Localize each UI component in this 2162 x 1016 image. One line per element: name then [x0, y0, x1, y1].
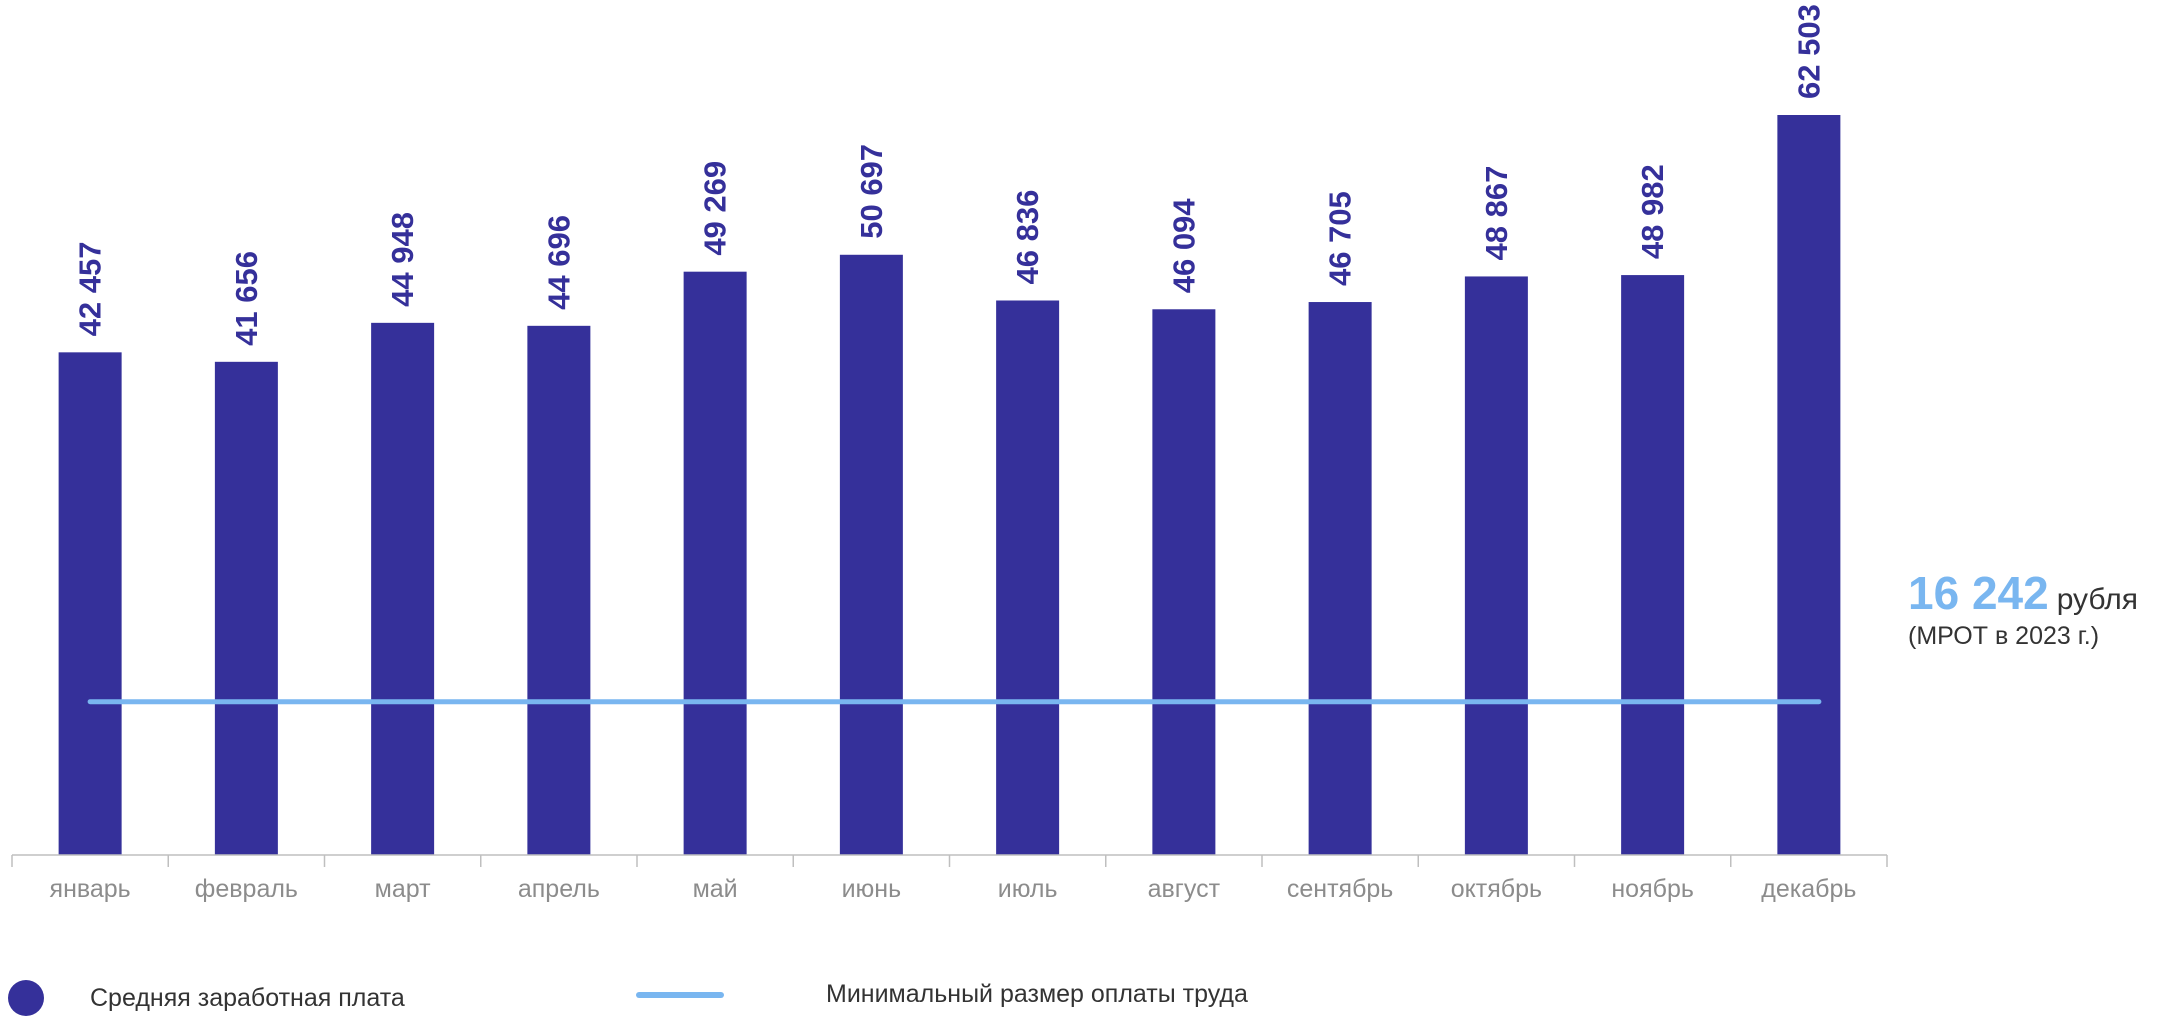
x-tick-label-12: декабрь	[1761, 875, 1856, 903]
x-axis-ticks	[11, 855, 1888, 867]
bar-8	[1152, 309, 1216, 856]
x-tick-label-7: июль	[998, 875, 1058, 903]
bar-3	[371, 322, 435, 856]
bar-9	[1308, 302, 1372, 856]
x-tick-label-11: ноябрь	[1611, 875, 1694, 903]
bar-value-label-6: 50 697	[854, 144, 889, 239]
bar-value-label-2: 41 656	[229, 251, 264, 346]
x-tick-label-2: февраль	[195, 875, 298, 903]
bar-4	[527, 325, 591, 855]
bar-10	[1464, 276, 1528, 855]
bar-value-label-3: 44 948	[385, 212, 420, 307]
legend: Средняя заработная плата Минимальный раз…	[0, 980, 2162, 1016]
x-tick-label-6: июнь	[842, 875, 902, 903]
bar-value-label-11: 48 982	[1635, 164, 1670, 259]
bar-7	[996, 300, 1060, 855]
x-tick-label-5: май	[693, 875, 738, 903]
legend-item-average-salary: Средняя заработная плата	[8, 980, 405, 1016]
bar-1	[58, 352, 122, 855]
bar-value-label-9: 46 705	[1323, 191, 1358, 286]
legend-line-icon	[636, 991, 724, 998]
mrot-unit: рубля	[2056, 583, 2138, 616]
legend-label-minimum-wage: Минимальный размер оплаты труда	[826, 980, 1248, 1008]
x-tick-label-3: март	[375, 875, 431, 903]
bar-5	[683, 271, 747, 855]
bar-value-label-8: 46 094	[1166, 198, 1201, 294]
bar-chart: 42 457 41 656 44 948 44 696 49 269 50 697 46 8…	[11, 4, 1888, 903]
mrot-callout: 16 242 рубля (МРОТ в 2023 г.)	[1908, 566, 2138, 651]
bar-12	[1777, 115, 1841, 855]
bar-value-label-4: 44 696	[541, 215, 576, 310]
bar-value-label-12: 62 503	[1791, 4, 1826, 99]
x-tick-label-8: август	[1148, 875, 1221, 903]
bar-value-label-10: 48 867	[1479, 166, 1514, 261]
bar-11	[1621, 275, 1685, 856]
mrot-note: (МРОТ в 2023 г.)	[1908, 622, 2100, 650]
bars-group	[58, 115, 1841, 856]
legend-dot-icon	[8, 980, 44, 1016]
x-axis-tick-labels: январь февраль март апрель май июнь июль август…	[50, 875, 1857, 903]
bar-value-label-7: 46 836	[1010, 190, 1045, 285]
bar-6	[839, 254, 903, 855]
legend-item-minimum-wage: Минимальный размер оплаты труда	[636, 980, 1248, 1009]
bar-labels-group: 42 457 41 656 44 948 44 696 49 269 50 697 46 8…	[73, 4, 1827, 346]
bar-value-label-5: 49 269	[698, 161, 733, 256]
bar-2	[214, 361, 278, 855]
legend-label-average-salary: Средняя заработная плата	[90, 983, 405, 1012]
x-tick-label-10: октябрь	[1451, 875, 1542, 903]
bar-value-label-1: 42 457	[73, 242, 108, 337]
x-tick-label-9: сентябрь	[1287, 875, 1393, 903]
x-tick-label-4: апрель	[518, 875, 600, 903]
x-tick-label-1: январь	[50, 875, 131, 903]
mrot-value: 16 242	[1908, 567, 2049, 619]
